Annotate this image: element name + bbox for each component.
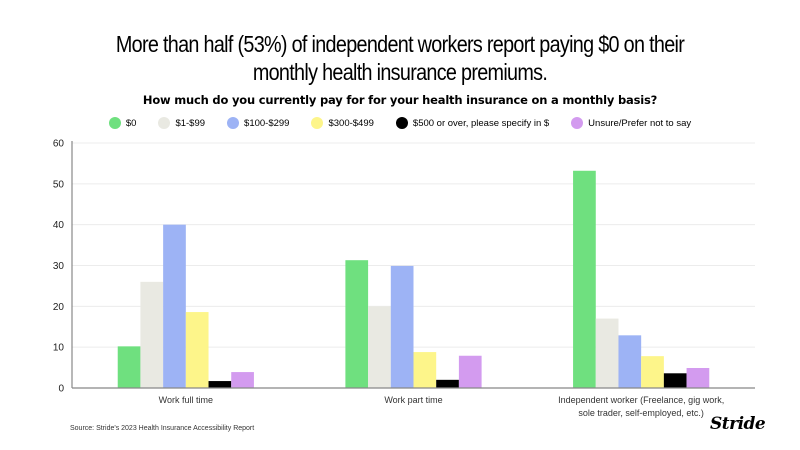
bar [436, 379, 459, 388]
chart-title-line-2: monthly health insurance premiums. [252, 59, 548, 85]
legend-swatch [395, 117, 408, 129]
legend-item: $0 [108, 117, 137, 129]
bar [595, 318, 619, 388]
y-tick-label: 50 [53, 179, 65, 190]
x-category-label: Work part time [384, 395, 442, 405]
bar [663, 373, 687, 388]
x-category-label: sole trader, self-employed, etc.) [578, 408, 704, 418]
legend-swatch [227, 117, 240, 129]
y-tick-label: 60 [53, 139, 65, 150]
chart-title-line-1: More than half (53%) of independent work… [115, 31, 685, 57]
legend-swatch [108, 117, 121, 129]
y-tick-label: 0 [58, 384, 64, 395]
bar [390, 265, 414, 388]
bar [140, 281, 164, 388]
source-note: Source: Stride's 2023 Health Insurance A… [70, 425, 255, 432]
y-tick-label: 20 [53, 302, 65, 313]
x-category-label: Independent worker (Freelance, gig work, [558, 395, 724, 405]
legend-item: $1-$99 [158, 117, 205, 129]
legend: $0 $1-$99 $100-$299 $300-$499 $500 or ov… [0, 117, 800, 129]
legend-label: $500 or over, please specify in $ [412, 117, 550, 129]
y-tick-label: 10 [53, 343, 65, 354]
legend-label: Unsure/Prefer not to say [588, 117, 692, 129]
legend-item: $100-$299 [227, 117, 289, 129]
bar [163, 224, 186, 388]
bar [618, 335, 642, 388]
y-tick-label: 30 [53, 261, 65, 272]
x-category-label: Work full time [159, 395, 213, 405]
legend-label: $1-$99 [175, 117, 206, 129]
y-tick-label: 40 [53, 220, 65, 231]
bar [231, 372, 254, 388]
bar [686, 367, 710, 388]
legend-item: $500 or over, please specify in $ [395, 117, 550, 129]
bar [117, 346, 141, 388]
legend-item: $300-$499 [311, 117, 374, 129]
chart-title: More than half (53%) of independent work… [56, 30, 744, 86]
y-axis-ticks: 0 10 20 30 40 50 60 [53, 139, 65, 395]
chart-subtitle: How much do you currently pay for for yo… [142, 93, 658, 107]
legend-label: $300-$499 [328, 117, 374, 129]
legend-item: Unsure/Prefer not to say [571, 117, 691, 129]
bar [185, 312, 209, 388]
legend-swatch [311, 117, 324, 129]
bar [208, 381, 232, 388]
bar [641, 356, 664, 388]
legend-swatch [158, 117, 171, 129]
stride-logo: Stride [710, 414, 766, 434]
legend-label: $0 [125, 117, 137, 129]
bar [345, 260, 369, 388]
legend-swatch [571, 117, 584, 129]
bar [413, 352, 437, 388]
bars [117, 170, 710, 388]
bar [573, 170, 596, 388]
legend-label: $100-$299 [244, 117, 290, 129]
bar [368, 306, 391, 388]
bar [458, 355, 482, 388]
x-axis-categories: Work full time Work part time Independent … [159, 395, 725, 418]
